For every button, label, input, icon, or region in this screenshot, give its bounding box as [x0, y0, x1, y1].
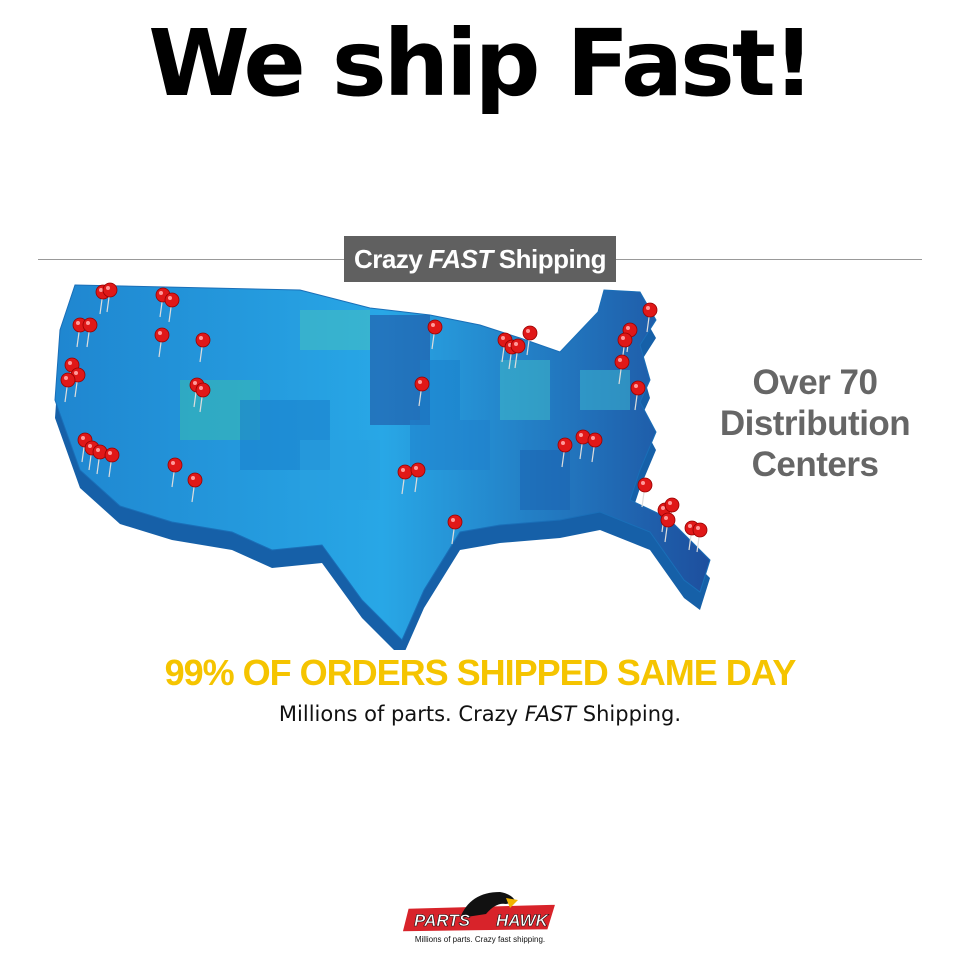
map-pin-icon: [154, 327, 170, 358]
same-day-tagline: 99% OF ORDERS SHIPPED SAME DAY: [164, 652, 797, 693]
map-pin-icon: [397, 464, 413, 495]
side-line-3: Centers: [751, 445, 879, 484]
map-pin-icon: [104, 447, 120, 478]
state-region: [300, 310, 370, 350]
side-line-2: Distribution: [719, 404, 911, 443]
us-map: [54, 282, 711, 650]
badge-text-pre: Crazy: [354, 243, 423, 274]
map-pin-icon: [587, 432, 603, 463]
map-pin-icon: [167, 457, 183, 488]
sub-pre: Millions of parts. Crazy: [278, 702, 519, 726]
map-pin-icon: [195, 332, 211, 363]
state-region: [420, 360, 460, 420]
sub-post: Shipping.: [582, 702, 682, 726]
state-region: [410, 420, 490, 470]
logo-slogan: Millions of parts. Crazy fast shipping.: [414, 935, 546, 944]
map-pin-icon: [642, 302, 658, 333]
map-pin-icon: [82, 317, 98, 348]
page-headline: We ship Fast!: [148, 10, 815, 117]
map-pin-icon: [60, 372, 76, 403]
map-pin-icon: [102, 282, 118, 313]
sub-tagline: Millions of parts. Crazy FAST Shipping.: [0, 702, 960, 726]
logo-word1: PARTS: [414, 911, 471, 930]
map-pin-icon: [630, 380, 646, 411]
map-pin-icon: [510, 338, 526, 369]
distribution-centers-text: Over 70 Distribution Centers: [710, 362, 920, 485]
map-pin-icon: [617, 332, 633, 363]
shipping-badge: Crazy FAST Shipping: [344, 236, 616, 282]
map-pin-icon: [575, 429, 591, 460]
map-pin-icon: [187, 472, 203, 503]
map-pin-icon: [660, 512, 676, 543]
map-pin-icon: [637, 477, 653, 508]
side-line-1: Over 70: [752, 363, 878, 402]
map-pin-icon: [414, 376, 430, 407]
state-region: [580, 370, 630, 410]
badge-text-post: Shipping: [498, 243, 607, 274]
map-pin-icon: [427, 319, 443, 350]
map-pin-icon: [447, 514, 463, 545]
map-pin-icon: [557, 437, 573, 468]
parts-hawk-logo: PARTS HAWK Millions of parts. Crazy fast…: [400, 888, 560, 948]
state-region: [300, 440, 380, 500]
map-pin-icon: [92, 444, 108, 475]
map-pin-icon: [195, 382, 211, 413]
map-pin-icon: [410, 462, 426, 493]
hawk-logo-icon: PARTS HAWK: [401, 892, 558, 933]
map-pin-icon: [614, 354, 630, 385]
state-shading: [180, 310, 630, 510]
map-pin-icon: [522, 325, 538, 356]
map-pin-icon: [164, 292, 180, 323]
pins-layer: [60, 282, 708, 553]
map-pin-icon: [692, 522, 708, 553]
state-region: [520, 450, 570, 510]
sub-em: FAST: [524, 702, 577, 726]
logo-word2: HAWK: [496, 911, 550, 930]
badge-text-em: FAST: [428, 243, 493, 274]
state-region: [500, 360, 550, 420]
